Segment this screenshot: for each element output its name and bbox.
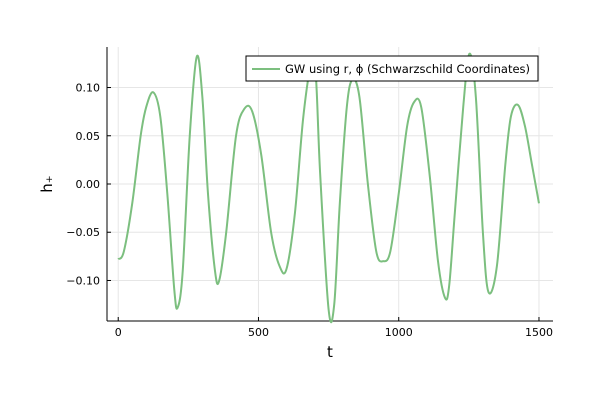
x-tick-label: 500: [248, 326, 269, 339]
x-tick-label: 1000: [385, 326, 413, 339]
x-ticks: 0 500 1000 1500: [115, 317, 553, 339]
series-line: [117, 52, 540, 324]
y-tick-label: 0.00: [76, 178, 101, 191]
y-tick-label: 0.05: [76, 130, 101, 143]
x-tick-label: 0: [115, 326, 122, 339]
y-ticks: −0.10 −0.05 0.00 0.05 0.10: [66, 82, 111, 287]
legend: GW using r, ϕ (Schwarzschild Coordinates…: [245, 55, 539, 82]
x-axis-label: t: [327, 343, 333, 361]
y-axis-label: h₊: [38, 175, 56, 192]
y-tick-label: 0.10: [76, 82, 101, 95]
x-tick-label: 1500: [525, 326, 553, 339]
y-tick-label: −0.10: [66, 274, 100, 287]
y-tick-label: −0.05: [66, 226, 100, 239]
legend-label: GW using r, ϕ (Schwarzschild Coordinates…: [285, 62, 530, 76]
series-layer: [117, 52, 540, 324]
legend-box: [245, 55, 539, 82]
